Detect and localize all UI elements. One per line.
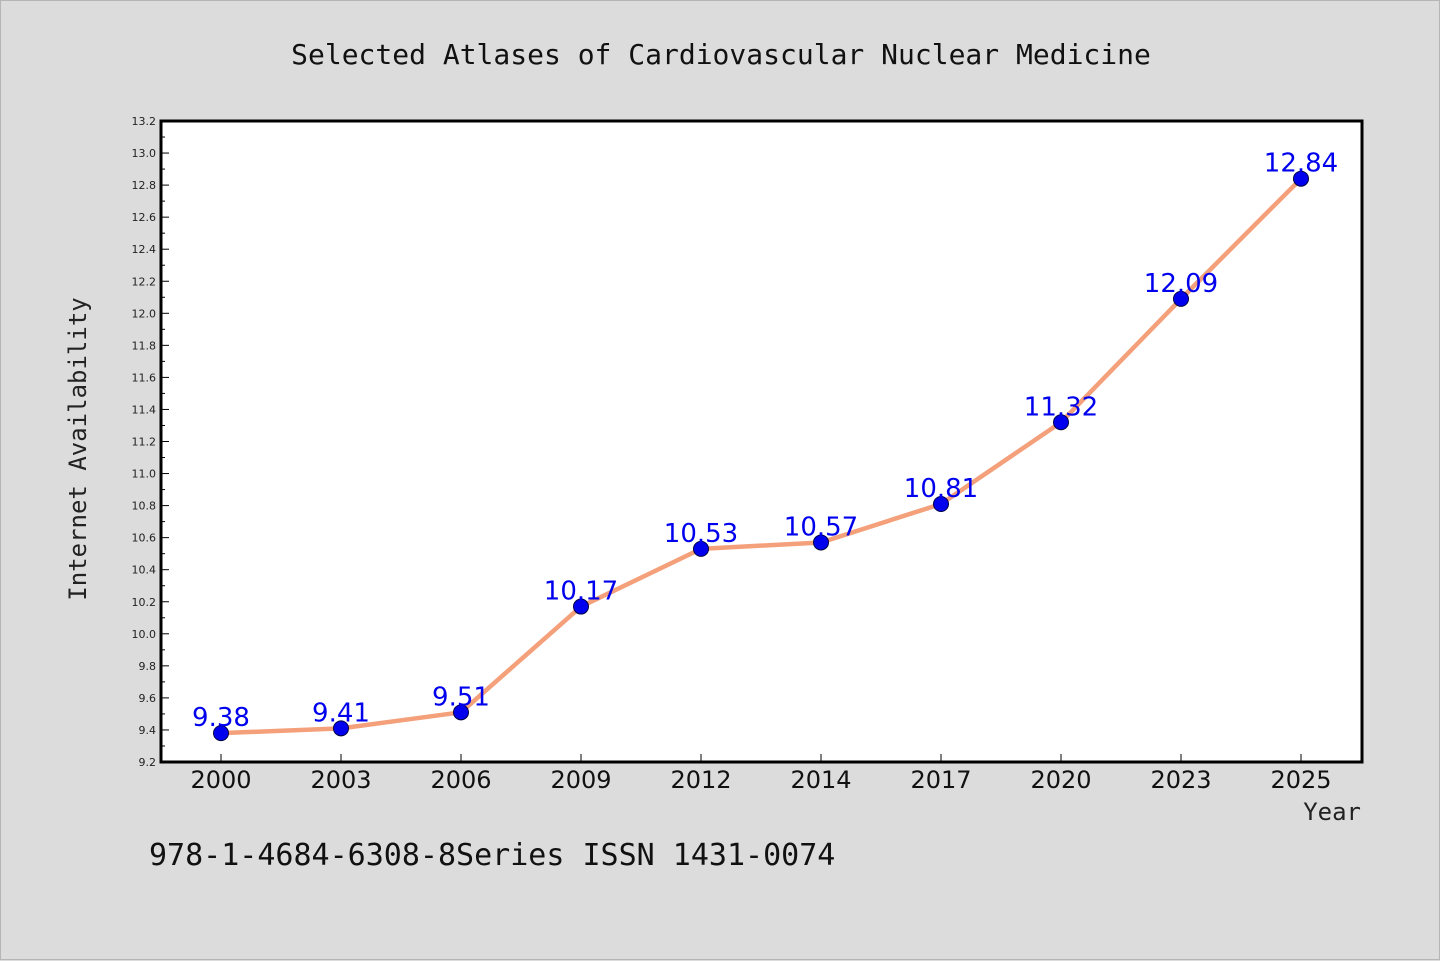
x-tick-label: 2009 — [550, 766, 611, 794]
x-tick-label: 2003 — [310, 766, 371, 794]
y-tick-label: 12.2 — [132, 275, 157, 288]
y-tick-label: 9.6 — [139, 692, 157, 705]
y-tick-label: 11.6 — [132, 371, 157, 384]
y-tick-label: 9.2 — [139, 756, 157, 769]
data-point — [1293, 170, 1309, 187]
x-tick-label: 2023 — [1150, 766, 1211, 794]
y-tick-label: 11.4 — [132, 403, 157, 416]
data-label: 12.84 — [1264, 149, 1338, 179]
data-label: 10.81 — [904, 474, 978, 504]
data-point — [693, 540, 709, 557]
data-label: 9.41 — [312, 698, 370, 728]
data-point — [813, 534, 829, 551]
y-axis: 9.2 9.4 9.6 9.8 10.0 10.2 10.4 10.6 10.8 11.0 11.2… — [132, 115, 169, 769]
data-label: 10.17 — [544, 577, 618, 607]
y-tick-label: 13.2 — [132, 115, 157, 128]
chart-title: Selected Atlases of Cardiovascular Nucle… — [291, 38, 1151, 71]
y-tick-label: 12.4 — [132, 243, 157, 256]
y-tick-label: 9.8 — [139, 660, 157, 673]
data-point — [933, 495, 949, 512]
y-tick-label: 10.4 — [132, 564, 157, 577]
y-tick-label: 10.0 — [132, 628, 157, 641]
y-tick-label: 10.8 — [132, 500, 157, 513]
data-label: 11.32 — [1024, 392, 1098, 422]
x-tick-label: 2000 — [190, 766, 251, 794]
y-tick-label: 11.8 — [132, 339, 157, 352]
y-axis-title: Internet Availability — [64, 297, 92, 600]
series-group: 9.38 9.41 9.51 10.17 10.53 10.57 10.81 11.32 12.… — [192, 149, 1338, 742]
x-tick-label: 2025 — [1270, 766, 1331, 794]
x-axis-title: Year — [1303, 798, 1361, 826]
y-tick-label: 12.6 — [132, 211, 157, 224]
x-axis: 2000 2003 2006 2009 2012 2014 2017 2020 2023 2025 — [190, 754, 1332, 794]
x-tick-label: 2017 — [910, 766, 971, 794]
data-label: 10.53 — [664, 519, 738, 549]
footnote: 978-1-4684-6308-8Series ISSN 1431-0074 — [149, 838, 835, 873]
y-tick-label: 13.0 — [132, 147, 157, 160]
x-tick-label: 2012 — [670, 766, 731, 794]
plot-area — [159, 119, 1364, 764]
y-tick-label: 12.0 — [132, 307, 157, 320]
data-label: 12.09 — [1144, 269, 1218, 299]
data-label: 9.38 — [192, 703, 250, 733]
x-tick-label: 2014 — [790, 766, 851, 794]
y-tick-label: 10.6 — [132, 532, 157, 545]
y-tick-label: 12.8 — [132, 179, 157, 192]
y-tick-label: 9.4 — [139, 724, 157, 737]
data-point — [333, 720, 349, 737]
y-tick-label: 11.0 — [132, 468, 157, 481]
x-tick-label: 2020 — [1030, 766, 1091, 794]
series-line — [218, 176, 1304, 736]
data-point — [1053, 414, 1069, 431]
data-point — [213, 725, 229, 742]
y-tick-label: 11.2 — [132, 436, 157, 449]
data-point — [1173, 290, 1189, 307]
data-label: 10.57 — [784, 512, 858, 542]
x-tick-label: 2006 — [430, 766, 491, 794]
data-label: 9.51 — [432, 682, 490, 712]
data-point — [453, 704, 469, 721]
data-point — [573, 598, 589, 615]
y-tick-label: 10.2 — [132, 596, 157, 609]
